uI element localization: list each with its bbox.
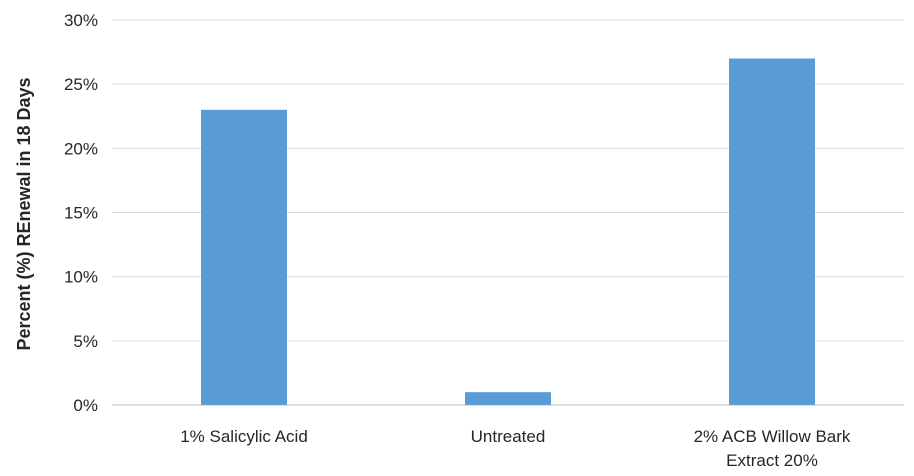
y-axis-tick-labels: 0% 5% 10% 15% 20% 25% 30% [64, 11, 98, 415]
y-tick-label: 25% [64, 75, 98, 94]
x-tick-label: 2% ACB Willow Bark [694, 427, 851, 446]
x-tick-label: 1% Salicylic Acid [180, 427, 308, 446]
y-tick-label: 20% [64, 139, 98, 158]
x-tick-label: Untreated [471, 427, 546, 446]
y-tick-label: 5% [73, 332, 98, 351]
x-tick-label: Extract 20% [726, 451, 818, 470]
y-tick-label: 0% [73, 396, 98, 415]
x-axis-tick-labels: 1% Salicylic Acid Untreated 2% ACB Willow … [180, 427, 851, 470]
bar [465, 392, 551, 405]
bars [201, 58, 815, 405]
bar [201, 109, 287, 405]
bar [729, 58, 815, 405]
y-axis-title: Percent (%) REnewal in 18 Days [14, 77, 34, 350]
y-tick-label: 10% [64, 268, 98, 287]
y-tick-label: 30% [64, 11, 98, 30]
y-tick-label: 15% [64, 204, 98, 223]
